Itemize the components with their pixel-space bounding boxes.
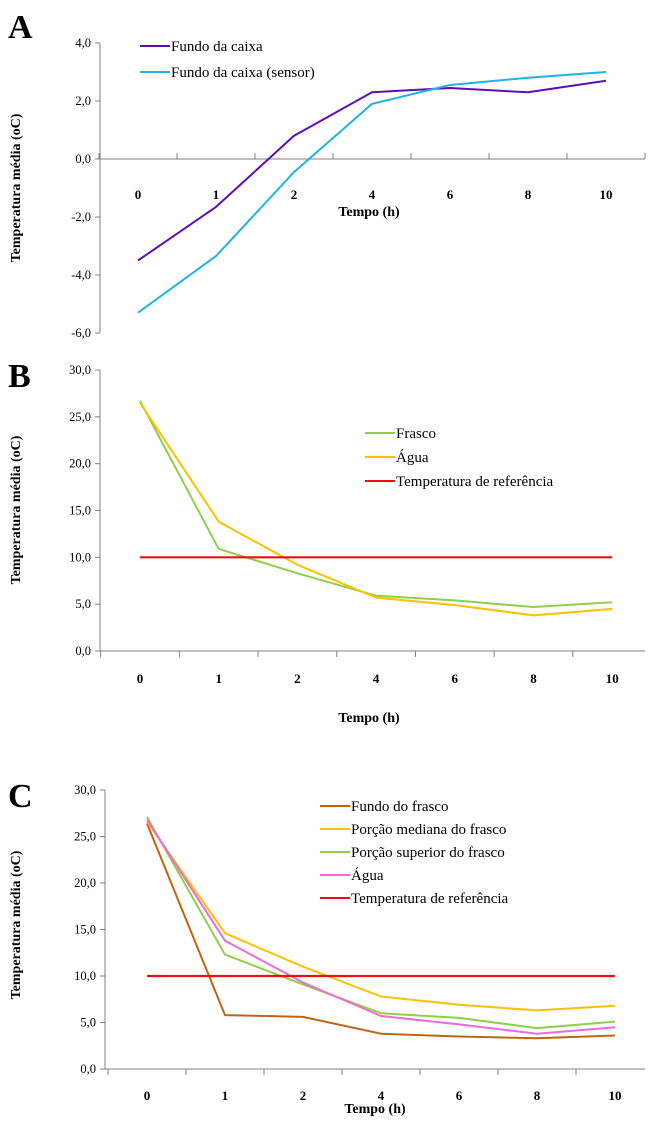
y-axis-title: Temperatura média (oC)	[9, 850, 24, 999]
legend-label: Água	[351, 867, 384, 884]
y-tick-label: -6,0	[71, 326, 91, 340]
x-tick-label: 0	[144, 1088, 151, 1103]
y-tick-label: 25,0	[69, 410, 91, 424]
x-tick-label: 8	[534, 1088, 541, 1103]
legend-label: Porção superior do frasco	[351, 845, 505, 861]
y-tick-label: 25,0	[74, 830, 96, 844]
y-tick-label: 15,0	[74, 923, 96, 937]
y-tick-label: 2,0	[75, 94, 91, 108]
y-tick-label: 0,0	[80, 1062, 96, 1076]
y-tick-label: 10,0	[69, 550, 91, 564]
legend: Fundo do frasco Porção mediana do frasco P…	[320, 799, 509, 907]
x-axis-title: Tempo (h)	[338, 205, 400, 220]
x-tick-label: 8	[525, 187, 532, 202]
y-axis-title: Temperatura média (oC)	[9, 435, 24, 584]
y-tick-label: 0,0	[75, 152, 91, 166]
series-line-1	[146, 821, 616, 1012]
series-line-2	[146, 816, 616, 1030]
y-tick-label: -2,0	[71, 210, 91, 224]
x-tick-label: 10	[600, 187, 613, 202]
series-line-3	[146, 819, 616, 1035]
x-tick-label: 2	[291, 187, 298, 202]
legend-label: Temperatura de referência	[351, 891, 509, 907]
x-tick-label: 1	[215, 671, 222, 686]
chart-panel-b: B 30,0 25,0 20,0 15,0 10,0 5,0 0,0 0 1 2 4 6 8 10 Tempo…	[8, 358, 645, 726]
legend: Frasco Água Temperatura de referência	[365, 426, 554, 490]
x-tick-label: 2	[294, 671, 301, 686]
legend-label: Água	[396, 449, 429, 466]
legend-label: Fundo da caixa (sensor)	[171, 65, 315, 81]
legend-label: Frasco	[396, 426, 436, 442]
y-tick-label: -4,0	[71, 268, 91, 282]
x-tick-label: 8	[530, 671, 537, 686]
y-tick-label: 20,0	[69, 457, 91, 471]
panel-letter: B	[8, 358, 31, 395]
x-tick-label: 6	[452, 671, 459, 686]
series-line-0	[139, 400, 613, 608]
series-line-0	[146, 823, 616, 1040]
series-line-0	[137, 79, 607, 262]
chart-panel-a: A 4,0 2,0 0,0 -2,0 -4,0 -6,0 0 1 2 4 6 8 10 Tempo (h) T…	[8, 9, 646, 340]
legend-label: Porção mediana do frasco	[351, 822, 506, 838]
y-tick-label: 10,0	[74, 969, 96, 983]
y-tick-label: 15,0	[69, 504, 91, 518]
x-tick-label: 6	[456, 1088, 463, 1103]
series-line-1	[137, 71, 607, 314]
x-tick-label: 2	[300, 1088, 307, 1103]
panel-letter: A	[8, 9, 33, 46]
chart-panel-c: C 30,0 25,0 20,0 15,0 10,0 5,0 0,0 0 1 2 4 6 8 10 Tempo…	[8, 778, 645, 1117]
legend-label: Temperatura de referência	[396, 474, 554, 490]
x-axis-title: Tempo (h)	[338, 711, 400, 726]
x-tick-label: 10	[609, 1088, 622, 1103]
x-tick-label: 4	[369, 187, 376, 202]
legend-label: Fundo da caixa	[171, 39, 263, 55]
x-tick-label: 10	[606, 671, 619, 686]
x-tick-label: 1	[222, 1088, 229, 1103]
x-tick-label: 6	[447, 187, 454, 202]
y-tick-label: 30,0	[69, 363, 91, 377]
legend: Fundo da caixa Fundo da caixa (sensor)	[140, 39, 315, 81]
panel-letter: C	[8, 778, 33, 815]
y-tick-label: 5,0	[80, 1016, 96, 1030]
y-tick-label: 20,0	[74, 876, 96, 890]
y-tick-label: 0,0	[75, 644, 91, 658]
x-tick-label: 0	[137, 671, 144, 686]
series-line-1	[139, 402, 613, 617]
x-axis-title: Tempo (h)	[344, 1102, 406, 1117]
y-tick-label: 30,0	[74, 783, 96, 797]
x-tick-label: 4	[378, 1088, 385, 1103]
y-axis-title: Temperatura média (oC)	[9, 113, 24, 262]
legend-label: Fundo do frasco	[351, 799, 449, 815]
y-tick-label: 5,0	[75, 597, 91, 611]
y-tick-label: 4,0	[75, 36, 91, 50]
x-tick-label: 4	[373, 671, 380, 686]
x-tick-label: 0	[135, 187, 142, 202]
x-tick-label: 1	[213, 187, 220, 202]
